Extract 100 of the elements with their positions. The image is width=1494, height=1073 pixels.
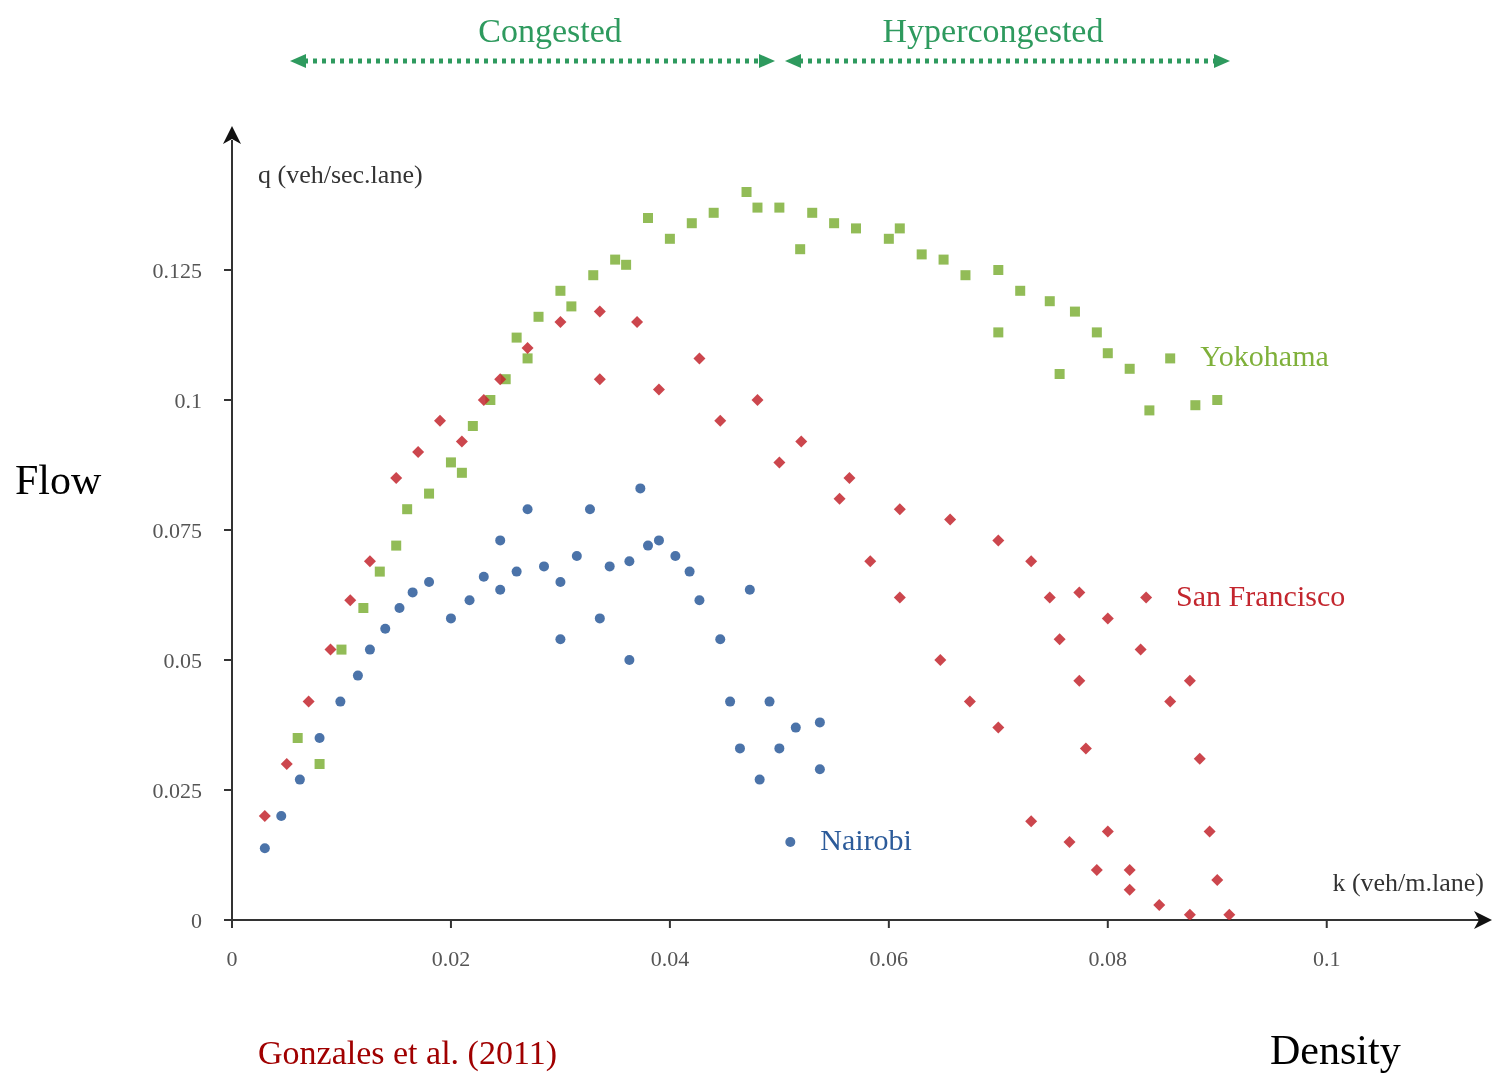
point bbox=[302, 695, 315, 708]
point bbox=[511, 566, 522, 577]
point bbox=[521, 342, 534, 354]
point bbox=[714, 414, 727, 427]
point bbox=[715, 634, 726, 645]
point bbox=[1063, 836, 1076, 848]
point bbox=[893, 503, 906, 516]
point bbox=[752, 202, 763, 213]
point bbox=[744, 584, 755, 595]
point bbox=[424, 488, 435, 499]
point bbox=[754, 774, 765, 785]
point bbox=[1054, 369, 1065, 379]
point bbox=[276, 811, 287, 821]
point bbox=[584, 504, 595, 515]
point bbox=[555, 577, 566, 587]
point bbox=[1101, 825, 1114, 838]
x-tick-label: 0.06 bbox=[869, 945, 909, 971]
y-tick-label: 0.125 bbox=[152, 257, 202, 283]
point bbox=[407, 587, 418, 598]
point bbox=[1073, 586, 1086, 599]
point bbox=[1090, 864, 1103, 877]
point bbox=[1183, 674, 1196, 687]
point bbox=[893, 591, 906, 604]
point bbox=[790, 722, 801, 733]
point bbox=[829, 218, 840, 229]
point bbox=[314, 759, 325, 769]
point bbox=[944, 513, 957, 526]
point bbox=[1025, 815, 1038, 828]
point bbox=[670, 551, 681, 561]
point bbox=[294, 774, 305, 785]
point bbox=[593, 373, 606, 386]
series-label: Yokohama bbox=[1200, 339, 1329, 373]
point bbox=[1190, 400, 1201, 411]
point bbox=[843, 472, 856, 484]
point bbox=[1140, 591, 1153, 604]
point bbox=[352, 670, 363, 681]
point bbox=[455, 435, 468, 448]
point bbox=[1069, 306, 1080, 317]
point bbox=[624, 655, 635, 665]
point bbox=[610, 254, 621, 265]
point bbox=[992, 534, 1005, 547]
point bbox=[494, 373, 507, 386]
point bbox=[1223, 908, 1236, 920]
point bbox=[1044, 296, 1055, 307]
point bbox=[1212, 395, 1223, 405]
point bbox=[566, 301, 577, 312]
point bbox=[1203, 825, 1216, 838]
point bbox=[785, 837, 796, 847]
point bbox=[1193, 752, 1206, 765]
y-tick-label: 0.025 bbox=[152, 777, 202, 803]
point bbox=[1165, 353, 1176, 364]
point bbox=[467, 421, 478, 431]
text: Density bbox=[1270, 1026, 1401, 1073]
text: Congested bbox=[478, 12, 622, 50]
point bbox=[774, 202, 785, 213]
point bbox=[624, 556, 635, 567]
point bbox=[594, 613, 605, 624]
point bbox=[635, 483, 646, 494]
text: Hypercongested bbox=[882, 12, 1104, 50]
point bbox=[773, 456, 786, 469]
point bbox=[555, 285, 566, 296]
point bbox=[533, 311, 544, 322]
point bbox=[1073, 674, 1086, 687]
point bbox=[993, 327, 1004, 338]
y-tick-label: 0.05 bbox=[163, 647, 202, 673]
point bbox=[741, 187, 752, 197]
point bbox=[764, 696, 775, 707]
point bbox=[495, 535, 506, 546]
point bbox=[335, 696, 346, 707]
point bbox=[1043, 591, 1056, 604]
point bbox=[412, 446, 425, 458]
point bbox=[1025, 555, 1038, 568]
point bbox=[795, 244, 806, 255]
text: Gonzales et al. (2011) bbox=[258, 1034, 557, 1072]
point bbox=[324, 643, 337, 656]
point bbox=[374, 566, 385, 577]
point bbox=[588, 270, 599, 281]
point bbox=[258, 810, 271, 822]
point bbox=[708, 207, 719, 218]
point bbox=[960, 270, 971, 281]
point bbox=[478, 571, 489, 582]
point bbox=[621, 259, 632, 270]
point bbox=[851, 223, 861, 234]
point bbox=[604, 561, 615, 572]
point bbox=[751, 394, 764, 406]
point bbox=[993, 265, 1004, 275]
point bbox=[1079, 742, 1092, 755]
point bbox=[694, 595, 705, 606]
x-tick-label: 0 bbox=[226, 945, 238, 971]
point bbox=[456, 467, 467, 478]
point bbox=[883, 233, 894, 244]
point bbox=[653, 535, 664, 546]
point bbox=[555, 634, 566, 645]
point bbox=[774, 743, 785, 754]
point bbox=[554, 316, 567, 328]
point bbox=[1144, 405, 1155, 416]
point bbox=[445, 457, 456, 468]
point bbox=[394, 603, 405, 613]
point bbox=[734, 743, 745, 754]
point bbox=[864, 555, 877, 568]
